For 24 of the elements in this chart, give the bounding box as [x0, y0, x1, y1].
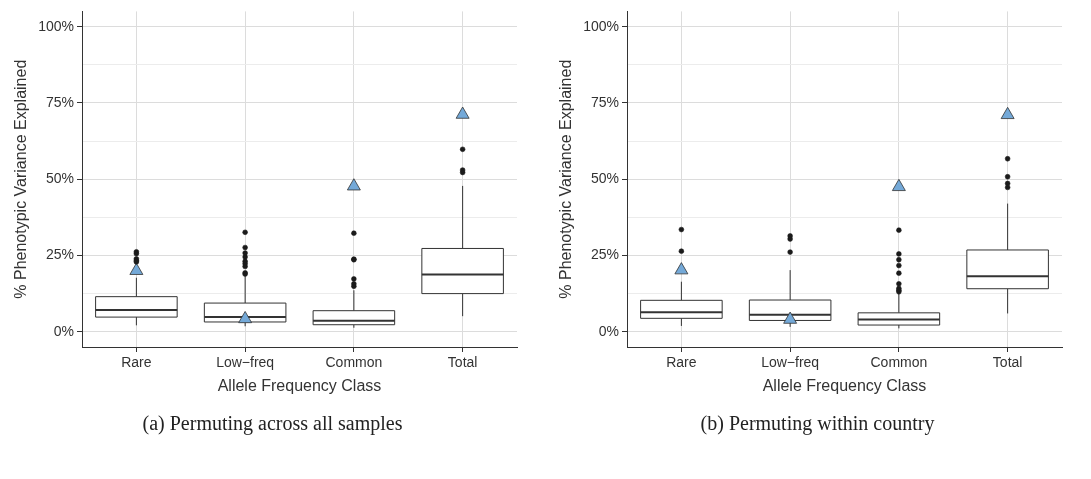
x-axis-title: Allele Frequency Class — [762, 376, 927, 394]
y-tick-label: 0% — [598, 322, 620, 339]
text: (a) Permuting across all samples — [141, 412, 404, 435]
x-tick-label: Common — [870, 354, 928, 371]
x-tick-label: Total — [447, 354, 478, 371]
text: (b) Permuting within country — [699, 412, 936, 435]
x-axis-title: Allele Frequency Class — [217, 376, 382, 394]
y-tick-label: 75% — [45, 93, 75, 110]
y-axis-title: % Phenotypic Variance Explained — [12, 59, 30, 299]
y-tick-label: 25% — [45, 246, 75, 263]
y-tick-label: 100% — [38, 17, 75, 34]
y-tick-label: 50% — [45, 170, 75, 187]
y-tick-label: 0% — [53, 322, 75, 339]
y-axis-title: % Phenotypic Variance Explained — [557, 59, 575, 299]
x-tick-label: Common — [325, 354, 383, 371]
y-tick-label: 50% — [590, 170, 620, 187]
x-tick-label: Rare — [121, 354, 152, 371]
x-tick-label: Low−freq — [761, 354, 820, 371]
y-tick-label: 75% — [590, 93, 620, 110]
x-tick-label: Low−freq — [216, 354, 275, 371]
y-tick-label: 100% — [583, 17, 620, 34]
y-tick-label: 25% — [590, 246, 620, 263]
x-tick-label: Total — [992, 354, 1023, 371]
x-tick-label: Rare — [666, 354, 697, 371]
